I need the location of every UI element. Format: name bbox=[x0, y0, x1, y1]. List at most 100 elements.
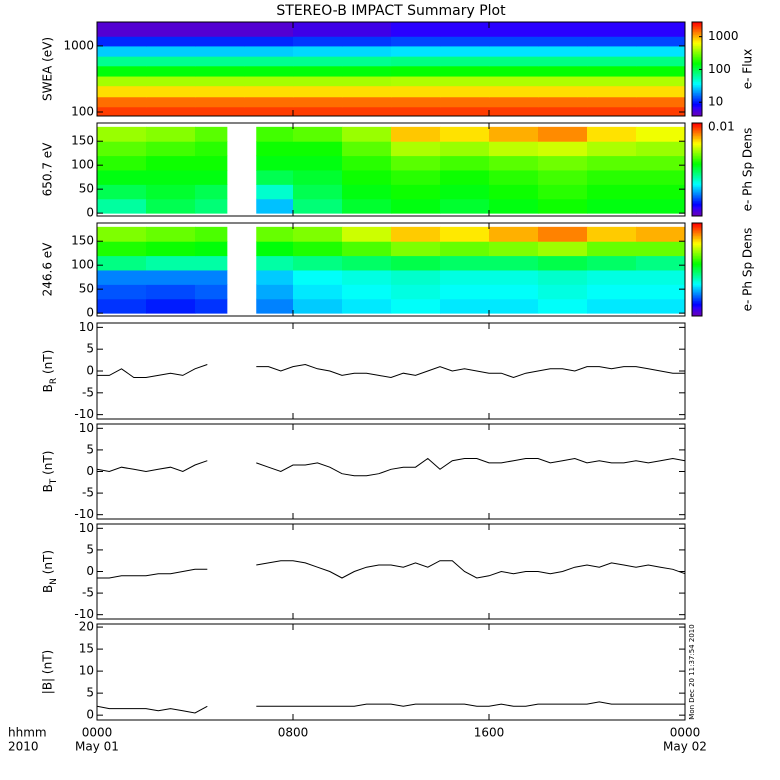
heatmap-cell bbox=[391, 45, 441, 57]
heatmap-cell bbox=[636, 45, 686, 57]
colorbar-segment bbox=[692, 226, 702, 229]
colorbar-segment bbox=[692, 169, 702, 172]
colorbar-segment bbox=[692, 100, 702, 103]
heatmap-cell bbox=[636, 241, 686, 257]
heatmap-cell bbox=[97, 45, 147, 57]
colorbar-segment bbox=[692, 240, 702, 243]
y-tick-label: 0 bbox=[86, 306, 94, 320]
heatmap-cell bbox=[391, 106, 441, 117]
colorbar-segment bbox=[692, 227, 702, 230]
heatmap-cell bbox=[538, 298, 588, 314]
heatmap-cell bbox=[587, 96, 637, 108]
y-tick-label: 0 bbox=[86, 206, 94, 220]
heatmap-cell bbox=[244, 45, 294, 57]
colorbar-segment bbox=[692, 230, 702, 233]
y-axis-label: BR (nT) bbox=[41, 350, 59, 393]
heatmap-cell bbox=[489, 184, 539, 200]
colorbar-segment bbox=[692, 197, 702, 200]
heatmap-cell bbox=[587, 22, 637, 37]
heatmap-cell bbox=[146, 96, 196, 108]
heatmap-cell bbox=[293, 106, 343, 117]
heatmap-cell bbox=[293, 76, 343, 87]
heatmap-cell bbox=[440, 96, 490, 108]
colorbar-segment bbox=[692, 189, 702, 192]
heatmap-cell bbox=[538, 126, 588, 142]
heatmap-cell bbox=[195, 269, 228, 285]
colorbar-segment bbox=[692, 108, 702, 111]
heatmap-cell bbox=[97, 65, 147, 77]
y-tick-label: 10 bbox=[79, 421, 94, 435]
colorbar-segment bbox=[692, 203, 702, 206]
colorbar-segment bbox=[692, 171, 702, 174]
colorbar-segment bbox=[692, 260, 702, 263]
heatmap-cell bbox=[256, 155, 294, 171]
heatmap-cell bbox=[636, 56, 686, 67]
heatmap-cell bbox=[293, 284, 343, 300]
heatmap-cell bbox=[293, 198, 343, 214]
heatmap-cell bbox=[391, 226, 441, 242]
date-label: May 02 bbox=[663, 740, 707, 754]
heatmap-cell bbox=[440, 284, 490, 300]
heatmap-cell bbox=[587, 198, 637, 214]
heatmap-cell bbox=[538, 155, 588, 171]
heatmap-cell bbox=[97, 184, 147, 200]
colorbar-segment bbox=[692, 298, 702, 301]
colorbar-segment bbox=[692, 194, 702, 197]
heatmap-cell bbox=[440, 255, 490, 271]
heatmap-cell bbox=[636, 141, 686, 157]
heatmap-cell bbox=[391, 184, 441, 200]
heatmap-cell bbox=[342, 169, 392, 185]
data-line bbox=[96, 457, 686, 477]
heatmap-cell bbox=[146, 85, 196, 98]
heatmap-cell bbox=[195, 241, 228, 257]
colorbar-segment bbox=[692, 291, 702, 294]
colorbar-segment bbox=[692, 164, 702, 167]
heatmap-cell bbox=[256, 255, 294, 271]
colorbar-label: e- Ph Sp Dens bbox=[741, 128, 755, 212]
colorbar-segment bbox=[692, 295, 702, 298]
heatmap-cell bbox=[256, 169, 294, 185]
heatmap-cell bbox=[440, 56, 490, 67]
heatmap-cell bbox=[342, 226, 392, 242]
colorbar-segment bbox=[692, 54, 702, 57]
heatmap-cell bbox=[391, 36, 441, 47]
heatmap-cell bbox=[538, 36, 588, 47]
colorbar-segment bbox=[692, 274, 702, 277]
y-tick-label: -10 bbox=[74, 607, 94, 621]
y-tick-label: -10 bbox=[74, 407, 94, 421]
colorbar-segment bbox=[692, 23, 702, 26]
colorbar-segment bbox=[692, 146, 702, 149]
colorbar-segment bbox=[692, 72, 702, 75]
y-axis-label: BN (nT) bbox=[41, 550, 59, 593]
year-label: 2010 bbox=[8, 740, 39, 754]
heatmap-cell bbox=[587, 76, 637, 87]
heatmap-cell bbox=[391, 76, 441, 87]
heatmap-cell bbox=[587, 126, 637, 142]
y-tick-label: 1000 bbox=[63, 38, 94, 52]
heatmap-cell bbox=[391, 241, 441, 257]
heatmap-cell bbox=[195, 106, 245, 117]
heatmap-cell bbox=[146, 169, 196, 185]
colorbar-segment bbox=[692, 233, 702, 236]
heatmap-cell bbox=[146, 36, 196, 47]
heatmap-cell bbox=[195, 45, 245, 57]
heatmap-cell bbox=[244, 36, 294, 47]
heatmap-cell bbox=[636, 226, 686, 242]
colorbar-label: e- Ph Sp Dens bbox=[741, 228, 755, 312]
heatmap-cell bbox=[293, 269, 343, 285]
colorbar-segment bbox=[692, 59, 702, 62]
colorbar-segment bbox=[692, 202, 702, 205]
heatmap-cell bbox=[636, 96, 686, 108]
colorbar-segment bbox=[692, 140, 702, 143]
heatmap-cell bbox=[97, 155, 147, 171]
colorbar-segment bbox=[692, 232, 702, 235]
heatmap-cell bbox=[440, 298, 490, 314]
y-axis-label: |B| (nT) bbox=[41, 650, 55, 694]
colorbar-segment bbox=[692, 311, 702, 314]
heatmap-cell bbox=[195, 284, 228, 300]
heatmap-cell bbox=[440, 45, 490, 57]
y-axis-label: 650.7 eV bbox=[41, 142, 55, 197]
colorbar-segment bbox=[692, 285, 702, 288]
heatmap-cell bbox=[342, 36, 392, 47]
y-tick-label: -10 bbox=[74, 507, 94, 521]
